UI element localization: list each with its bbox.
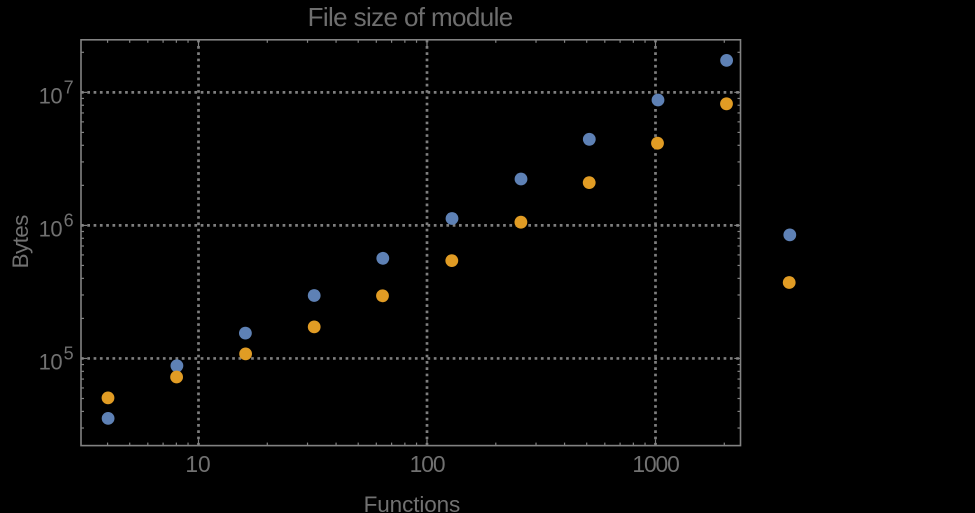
svg-text:File size of module: File size of module (308, 2, 513, 32)
svg-text:Functions: Functions (364, 492, 460, 513)
svg-text:106: 106 (39, 211, 74, 242)
svg-text:1000: 1000 (632, 451, 679, 477)
svg-text:Bytes: Bytes (8, 215, 33, 269)
svg-text:100: 100 (410, 451, 445, 477)
svg-text:10: 10 (185, 451, 210, 477)
